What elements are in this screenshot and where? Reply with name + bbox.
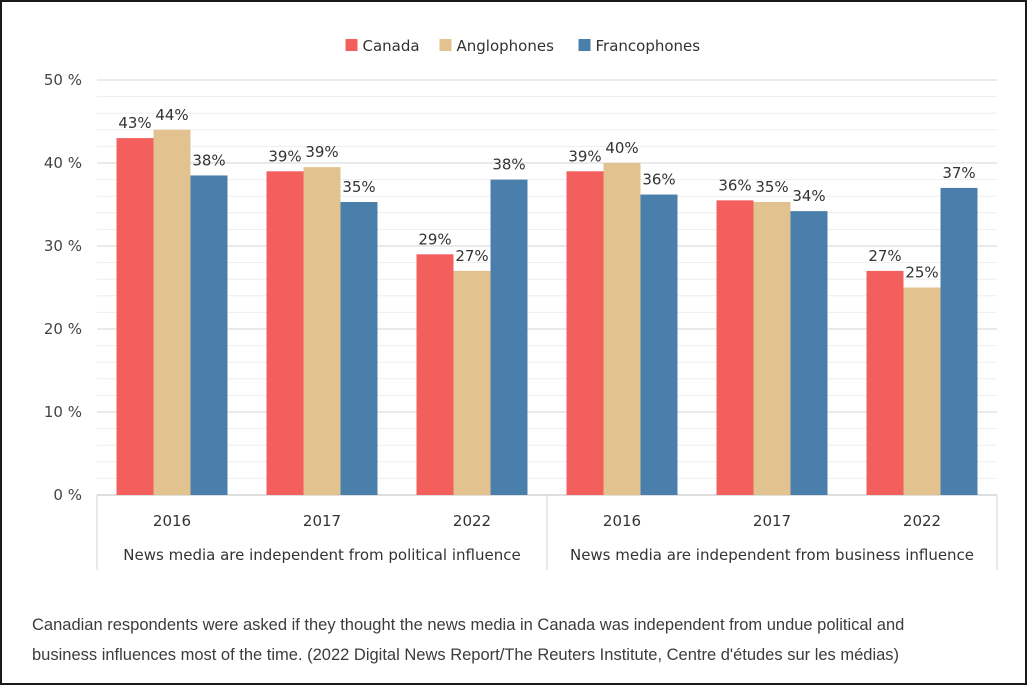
data-label: 35% <box>755 178 788 196</box>
y-tick-label: 20 % <box>44 320 82 338</box>
legend-swatch <box>578 39 591 51</box>
bar-canada <box>566 171 604 496</box>
legend-swatch <box>439 39 452 51</box>
data-label: 36% <box>642 171 675 189</box>
data-label: 39% <box>305 143 338 161</box>
data-label: 39% <box>268 147 301 165</box>
legend-label: Francophones <box>596 37 701 55</box>
data-label: 39% <box>568 147 601 165</box>
bar-anglophones <box>453 270 491 495</box>
legend-label: Anglophones <box>457 37 555 55</box>
data-label: 25% <box>905 264 938 282</box>
bar-francophones <box>190 175 228 495</box>
legend-item: Canada <box>345 37 420 55</box>
data-label: 35% <box>342 178 375 196</box>
x-tick-label: 2016 <box>603 512 641 530</box>
x-tick-label: 2022 <box>453 512 491 530</box>
x-tick-label: 2022 <box>903 512 941 530</box>
grid-lines <box>97 79 997 479</box>
data-label: 27% <box>868 247 901 265</box>
legend-item: Anglophones <box>439 37 555 55</box>
data-label: 27% <box>455 247 488 265</box>
caption-line-2: business influences most of the time. (2… <box>32 646 900 664</box>
bar-anglophones <box>603 163 641 495</box>
data-label: 29% <box>418 230 451 248</box>
group-label: News media are independent from business… <box>570 546 974 564</box>
bar-francophones <box>940 187 978 495</box>
figure-caption: Canadian respondents were asked if they … <box>32 610 1007 670</box>
legend-item: Francophones <box>578 37 701 55</box>
bar-francophones <box>790 211 828 495</box>
bar-canada <box>266 171 304 496</box>
legend-swatch <box>345 39 358 51</box>
data-label: 36% <box>718 176 751 194</box>
bar-francophones <box>340 202 378 495</box>
legend: Canada Anglophones Francophones <box>345 37 701 55</box>
bar-canada <box>116 138 154 495</box>
group-label: News media are independent from politica… <box>123 546 520 564</box>
x-tick-label: 2016 <box>153 512 191 530</box>
y-tick-label: 30 % <box>44 237 82 255</box>
data-label: 44% <box>155 106 188 124</box>
data-label: 37% <box>942 164 975 182</box>
bar-anglophones <box>303 167 341 495</box>
y-tick-label: 50 % <box>44 71 82 89</box>
bar-anglophones <box>153 129 191 496</box>
data-label: 34% <box>792 187 825 205</box>
bar-francophones <box>490 179 528 495</box>
caption-line-1: Canadian respondents were asked if they … <box>32 616 905 634</box>
data-label: 38% <box>192 151 225 169</box>
x-tick-label: 2017 <box>303 512 341 530</box>
bar-canada <box>716 200 754 495</box>
y-tick-label: 40 % <box>44 154 82 172</box>
data-label: 43% <box>118 114 151 132</box>
bar-francophones <box>640 194 678 496</box>
bar-anglophones <box>753 202 791 495</box>
bar-canada <box>416 254 454 495</box>
data-label: 38% <box>492 156 525 174</box>
bar-anglophones <box>903 287 941 495</box>
y-tick-label: 0 % <box>53 486 82 504</box>
x-tick-label: 2017 <box>753 512 791 530</box>
data-label: 40% <box>605 139 638 157</box>
y-tick-label: 10 % <box>44 403 82 421</box>
legend-label: Canada <box>363 37 420 55</box>
bar-canada <box>866 270 904 495</box>
